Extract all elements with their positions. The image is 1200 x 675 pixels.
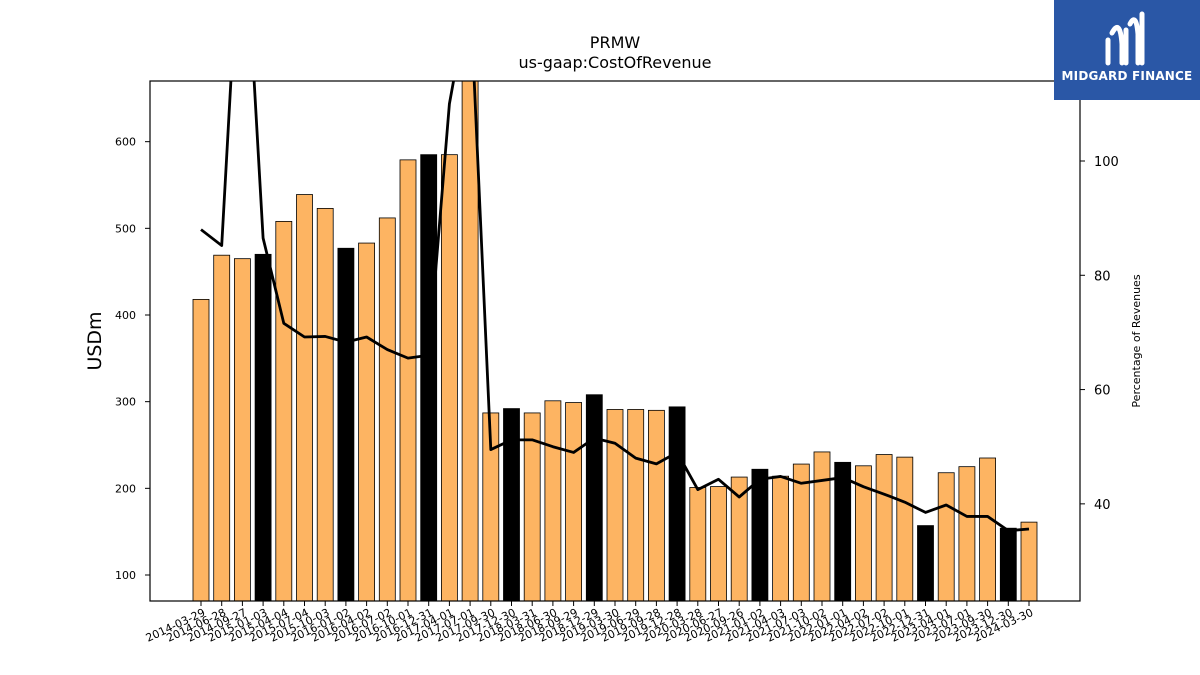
bar-2019-12-28 xyxy=(668,406,686,601)
bar-2018-06-30 xyxy=(544,400,562,601)
y2-tick-label: 80 xyxy=(1094,269,1111,284)
bar-series xyxy=(192,81,1038,601)
bar-2021-10-02 xyxy=(813,451,831,601)
percentage-line xyxy=(200,81,1030,533)
bar-2016-07-02 xyxy=(378,217,396,601)
logo-text: MIDGARD FINANCE xyxy=(1061,69,1193,83)
y2-tick-label: 100 xyxy=(1094,155,1119,170)
right-y-axis: 40 60 80 100 xyxy=(1080,155,1119,513)
bar-2023-07-01 xyxy=(958,466,976,601)
brand-logo: MIDGARD FINANCE xyxy=(1054,0,1200,100)
bar-2019-03-30 xyxy=(606,409,624,601)
bar-2016-10-01 xyxy=(399,159,417,601)
bar-2014-03-29 xyxy=(192,298,210,601)
bar-2017-04-01 xyxy=(440,154,458,601)
bar-2023-12-30 xyxy=(999,527,1017,601)
line-series xyxy=(200,81,1030,533)
y-tick-label: 500 xyxy=(115,222,136,235)
bar-2022-12-31 xyxy=(917,525,934,601)
y-axis-label: USDm xyxy=(84,311,106,370)
bar-2022-10-01 xyxy=(896,456,914,601)
y-tick-label: 300 xyxy=(115,396,136,409)
bar-2020-03-28 xyxy=(689,487,707,601)
bar-2024-03-30 xyxy=(1020,521,1038,601)
bar-2018-12-29 xyxy=(585,394,603,601)
y2-tick-label: 60 xyxy=(1094,384,1111,399)
bar-2017-12-30 xyxy=(503,408,520,601)
bar-2020-09-26 xyxy=(730,476,748,601)
bar-2016-04-02 xyxy=(358,242,376,601)
bar-2021-04-03 xyxy=(772,475,789,601)
chart-title: PRMW xyxy=(590,33,641,52)
y-tick-label: 100 xyxy=(115,569,136,582)
bar-2022-07-02 xyxy=(875,454,893,601)
x-axis: 2014-03-292014-06-282014-09-272015-01-03… xyxy=(144,601,1035,645)
bar-2014-09-27 xyxy=(233,258,251,601)
bar-2023-04-01 xyxy=(937,472,955,601)
bar-2014-06-28 xyxy=(213,254,231,601)
bar-2017-07-01 xyxy=(461,81,479,601)
y-tick-label: 400 xyxy=(115,309,136,322)
y2-axis-label: Percentage of Revenues xyxy=(1130,274,1143,407)
bar-2023-09-30 xyxy=(979,457,996,601)
bar-2022-01-01 xyxy=(834,461,852,601)
bar-2016-01-02 xyxy=(337,247,355,601)
bar-2018-09-29 xyxy=(565,402,582,601)
left-y-axis: 100 200 300 400 500 600 xyxy=(115,136,150,582)
bar-2015-10-03 xyxy=(316,207,334,601)
bar-2021-07-03 xyxy=(792,463,810,601)
midgard-logo-icon xyxy=(1105,11,1145,66)
bar-2015-04-04 xyxy=(275,220,293,601)
bar-2021-01-02 xyxy=(751,468,769,601)
y-tick-label: 600 xyxy=(115,136,136,149)
bar-2016-12-31 xyxy=(420,154,438,601)
bar-2019-06-29 xyxy=(627,409,645,601)
y2-tick-label: 40 xyxy=(1094,498,1111,513)
bar-2020-06-27 xyxy=(710,486,727,601)
bar-2015-01-03 xyxy=(254,253,272,601)
bar-2015-07-04 xyxy=(296,194,313,601)
y-tick-label: 200 xyxy=(115,482,136,495)
chart-subtitle: us-gaap:CostOfRevenue xyxy=(518,53,711,72)
bar-2019-09-28 xyxy=(648,409,665,601)
